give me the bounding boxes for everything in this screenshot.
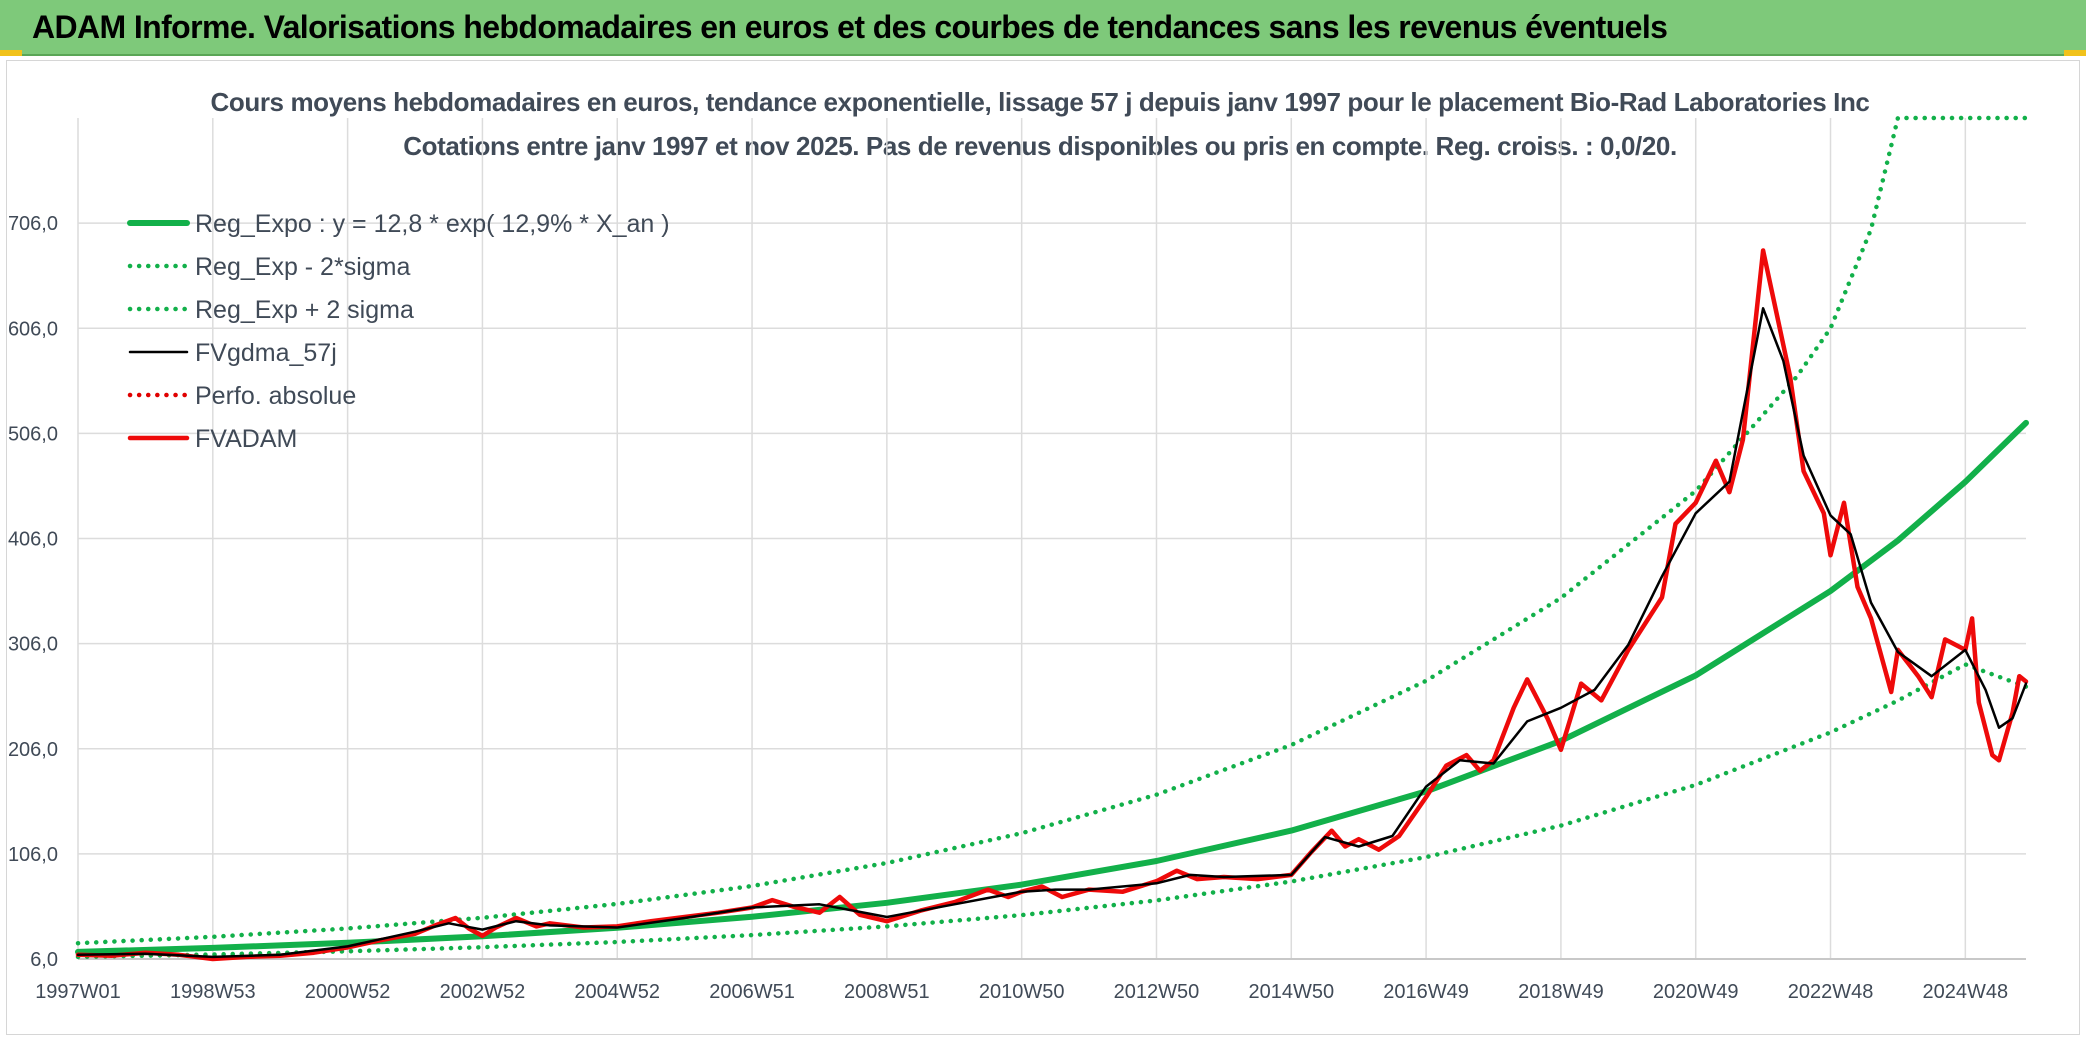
series-line-5 — [75, 248, 2029, 962]
series-line-1 — [75, 662, 2029, 960]
x-tick-label: 2014W50 — [1248, 981, 1334, 1003]
x-tick-label: 2000W52 — [305, 981, 391, 1003]
y-tick-label: 506,0 — [8, 423, 58, 445]
x-axis-ticks: 1997W01 1998W53 2000W52 2002W52 2004W52 2006W… — [35, 981, 2008, 1003]
y-tick-label: 6,0 — [30, 949, 58, 971]
y-tick-label: 206,0 — [8, 739, 58, 761]
legend-label: FVADAM — [195, 425, 297, 453]
x-tick-label: 2002W52 — [440, 981, 526, 1003]
x-tick-label: 1997W01 — [35, 981, 121, 1003]
x-tick-label: 2004W52 — [574, 981, 660, 1003]
x-tick-label: 2010W50 — [979, 981, 1065, 1003]
chart-title: Cours moyens hebdomadaires en euros, ten… — [211, 87, 1870, 117]
legend-label: Reg_Expo : y = 12,8 * exp( 12,9% * X_an … — [195, 210, 670, 238]
y-axis-ticks: 6,0 106,0 206,0 306,0 406,0 506,0 606,0 706,0 — [8, 213, 58, 971]
series-line-3 — [76, 307, 2028, 959]
y-tick-label: 306,0 — [8, 634, 58, 656]
x-tick-label: 2018W49 — [1518, 981, 1604, 1003]
x-tick-label: 2022W48 — [1788, 981, 1874, 1003]
corner-marker-right — [2064, 50, 2086, 56]
grid — [77, 118, 2026, 960]
chart-subtitle: Cotations entre janv 1997 et nov 2025. P… — [403, 131, 1677, 161]
x-tick-label: 2020W49 — [1653, 981, 1739, 1003]
page-title: ADAM Informe. Valorisations hebdomadaire… — [32, 9, 1668, 45]
x-tick-label: 2006W51 — [709, 981, 795, 1003]
series-line-2 — [75, 115, 2029, 946]
y-tick-label: 106,0 — [8, 844, 58, 866]
y-tick-label: 606,0 — [8, 318, 58, 340]
series-layer — [75, 115, 2029, 962]
x-tick-label: 2016W49 — [1383, 981, 1469, 1003]
x-tick-label: 2008W51 — [844, 981, 930, 1003]
legend-label: Reg_Exp - 2*sigma — [195, 253, 410, 281]
x-tick-label: 2024W48 — [1923, 981, 2009, 1003]
y-tick-label: 406,0 — [8, 529, 58, 551]
legend-label: FVgdma_57j — [195, 339, 337, 367]
x-tick-label: 2012W50 — [1114, 981, 1200, 1003]
x-tick-label: 1998W53 — [170, 981, 256, 1003]
legend: Reg_Expo : y = 12,8 * exp( 12,9% * X_an … — [127, 210, 670, 453]
corner-marker-left — [0, 50, 22, 56]
header-bar: ADAM Informe. Valorisations hebdomadaire… — [0, 0, 2086, 56]
series-line-0 — [75, 419, 2029, 955]
legend-label: Reg_Exp + 2 sigma — [195, 296, 414, 324]
legend-label: Perfo. absolue — [195, 382, 356, 410]
y-tick-label: 706,0 — [8, 213, 58, 235]
